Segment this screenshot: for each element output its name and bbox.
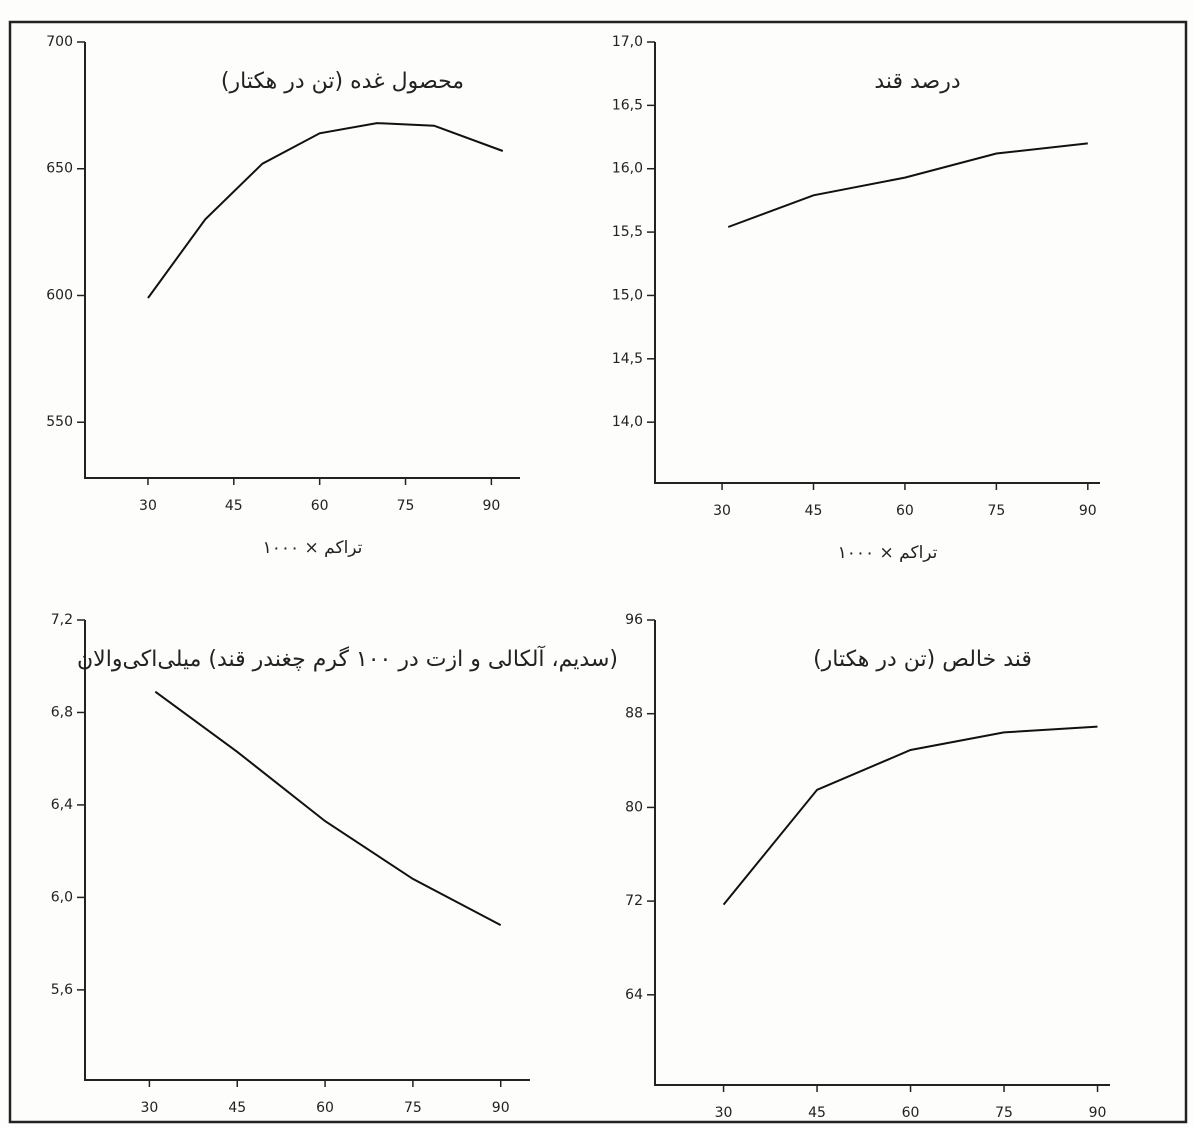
x-tick-label: 45 [225, 498, 243, 514]
x-tick-label: 60 [311, 498, 329, 514]
axis [654, 620, 1110, 1086]
y-tick-label: 64 [625, 987, 643, 1003]
y-tick-label: 15,5 [612, 224, 643, 240]
y-tick-label: 72 [625, 893, 643, 909]
y-tick-label: 700 [46, 34, 73, 50]
y-tick-label: 550 [46, 414, 73, 430]
x-tick-label: 90 [1089, 1105, 1107, 1121]
x-tick-label: 30 [139, 498, 157, 514]
axis [654, 42, 1100, 484]
x-tick-label: 45 [805, 503, 823, 519]
axis [84, 42, 520, 479]
x-tick-label: 75 [987, 503, 1005, 519]
y-tick-label: 6,8 [51, 704, 73, 720]
y-tick-label: 7,2 [51, 612, 73, 628]
x-tick-label: 60 [902, 1105, 920, 1121]
x-tick-label: 45 [808, 1105, 826, 1121]
y-tick-label: 96 [625, 612, 643, 628]
y-tick-label: 600 [46, 287, 73, 303]
data-line [722, 725, 1098, 906]
x-tick-label: 60 [316, 1100, 334, 1116]
y-tick-label: 6,0 [51, 889, 73, 905]
y-tick-label: 14,5 [612, 351, 643, 367]
x-tick-label: 75 [397, 498, 415, 514]
x-tick-label: 30 [713, 503, 731, 519]
y-tick-label: 16,0 [612, 161, 643, 177]
axis [84, 620, 530, 1081]
x-axis-label: تراکم × ۱۰۰۰ [263, 538, 363, 558]
data-line [147, 122, 504, 299]
x-tick-label: 75 [995, 1105, 1013, 1121]
x-tick-label: 60 [896, 503, 914, 519]
x-tick-label: 90 [492, 1100, 510, 1116]
x-tick-label: 90 [1079, 503, 1097, 519]
y-tick-label: 650 [46, 161, 73, 177]
y-tick-label: 80 [625, 799, 643, 815]
data-line [154, 690, 502, 926]
chart-title: محصول غده (تن در هکتار) [221, 69, 464, 94]
x-tick-label: 45 [228, 1100, 246, 1116]
x-axis-label: تراکم × ۱۰۰۰ [838, 543, 938, 563]
x-tick-label: 30 [140, 1100, 158, 1116]
y-tick-label: 88 [625, 706, 643, 722]
chart-title: (سدیم، آلکالی و ازت در ۱۰۰ گرم چغندر قند… [77, 645, 618, 672]
y-tick-label: 15,0 [612, 287, 643, 303]
chart-title: درصد قند [874, 69, 960, 94]
x-tick-label: 75 [404, 1100, 422, 1116]
frame [8, 20, 1188, 1124]
x-tick-label: 90 [482, 498, 500, 514]
y-tick-label: 6,4 [51, 797, 73, 813]
y-tick-label: 17,0 [612, 34, 643, 50]
y-tick-label: 5,6 [51, 982, 73, 998]
x-tick-label: 30 [715, 1105, 733, 1121]
chart-title: قند خالص (تن در هکتار) [813, 647, 1032, 672]
y-tick-label: 16,5 [612, 97, 643, 113]
data-line [727, 142, 1088, 228]
y-tick-label: 14,0 [612, 414, 643, 430]
